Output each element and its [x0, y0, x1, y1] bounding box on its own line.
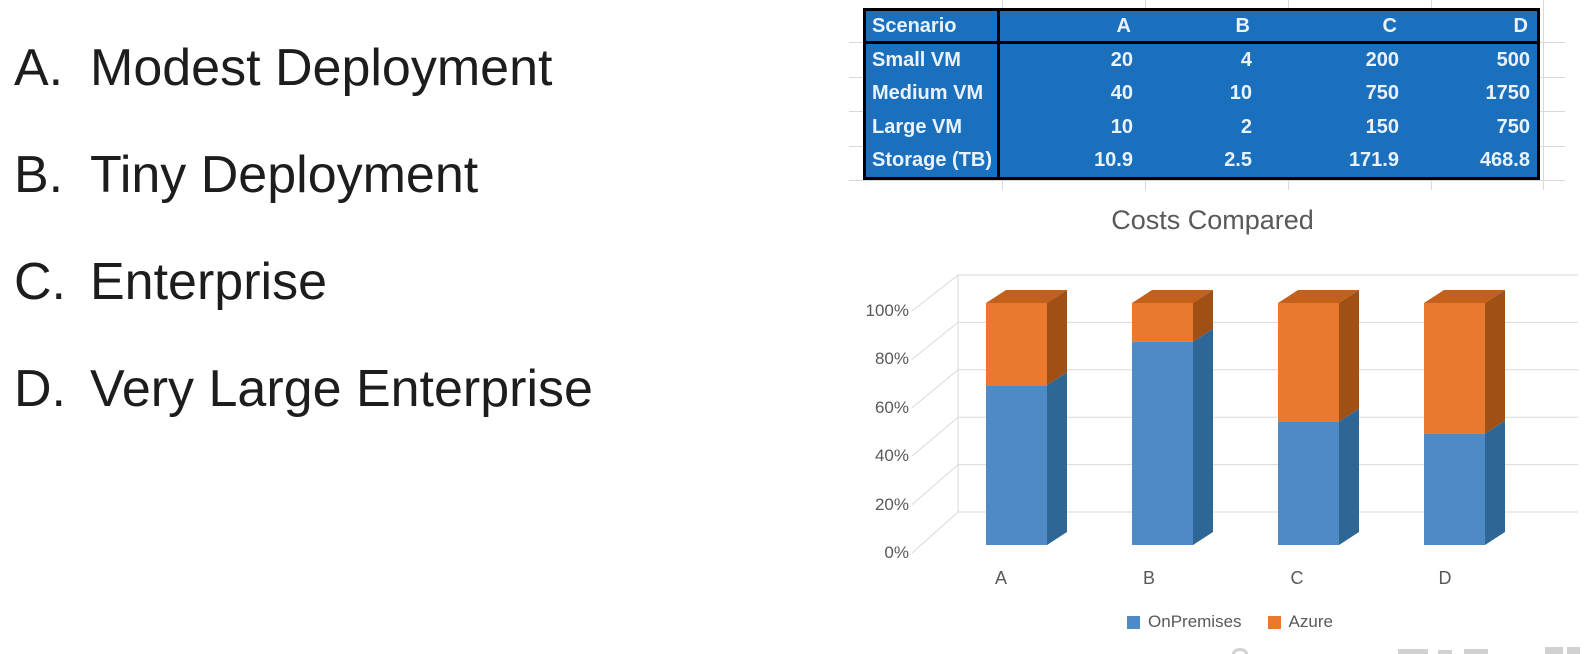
- table-row-label: Small VM: [866, 44, 1000, 78]
- chart-title: Costs Compared: [1111, 205, 1314, 235]
- x-axis-category-label-b: B: [1142, 568, 1155, 588]
- bar-A-azure-top: [986, 290, 1067, 303]
- table-cell-value: 150: [1365, 115, 1399, 138]
- table-cell-value: 171.9: [1348, 148, 1399, 171]
- scenario-table: Scenario A B C D Small VM 20 4 200 500 Medium VM 40…: [863, 8, 1540, 180]
- legend-swatch-azure: [1267, 615, 1281, 629]
- axis-tick-80%: [911, 322, 959, 360]
- legend-item-azure: Azure: [1267, 612, 1333, 632]
- table-header-cell: C: [1259, 11, 1406, 44]
- axis-tick-40%: [911, 416, 959, 457]
- bar-A-azure-segment: [986, 303, 1047, 386]
- option-letter: D.: [14, 360, 66, 418]
- bar-A-onpremises-side: [1047, 372, 1067, 545]
- table-cell-value: 10: [1229, 82, 1252, 105]
- table-cell-value: 10.9: [1094, 148, 1133, 171]
- legend-label: Azure: [1288, 612, 1333, 631]
- table-cell-value: 500: [1496, 49, 1530, 72]
- option-item-d: D. Very Large Enterprise: [14, 361, 593, 417]
- bar-C-onpremises-segment: [1278, 421, 1339, 545]
- bar-B-azure-segment: [1132, 303, 1193, 342]
- legend-item-onpremises: OnPremises: [1127, 612, 1242, 632]
- y-axis-tick-label: 40%: [874, 446, 909, 466]
- table-row-label: Large VM: [866, 110, 1000, 144]
- option-letter: A.: [14, 39, 64, 97]
- option-item-a: A. Modest Deployment: [14, 40, 552, 96]
- sheet-gridline: [849, 180, 1565, 181]
- cropped-text-fragment: [1232, 648, 1248, 654]
- cropped-text-fragment: [1545, 647, 1563, 654]
- bar-C-azure-top: [1278, 290, 1359, 303]
- legend-swatch-onpremises: [1127, 615, 1141, 629]
- legend-label: OnPremises: [1148, 612, 1242, 631]
- axis-tick-100%: [911, 274, 959, 312]
- cropped-text-fragment: [1464, 649, 1488, 654]
- option-letter: B.: [14, 146, 64, 204]
- table-cell-value: 750: [1496, 115, 1530, 138]
- option-item-c: C. Enterprise: [14, 254, 327, 310]
- option-text: Very Large Enterprise: [90, 360, 593, 418]
- table-header-cell: D: [1406, 11, 1537, 44]
- bar-A-azure-side: [1047, 290, 1067, 386]
- table-cell-value: 2: [1240, 115, 1252, 138]
- y-axis-tick-label: 0%: [884, 543, 909, 562]
- option-item-b: B. Tiny Deployment: [14, 147, 478, 203]
- bar-D-azure-side: [1485, 290, 1505, 434]
- table-cell-value: 468.8: [1479, 148, 1530, 171]
- x-axis-category-label-c: C: [1290, 568, 1304, 588]
- y-axis-tick-label: 80%: [874, 349, 909, 369]
- axis-tick-20%: [911, 464, 959, 505]
- costs-compared-chart: [911, 274, 1578, 554]
- table-cell-value: 200: [1365, 49, 1399, 72]
- bar-C-azure-side: [1339, 290, 1359, 422]
- bar-D-onpremises-segment: [1424, 433, 1485, 545]
- table-cell-value: 20: [1110, 49, 1133, 72]
- bar-B-onpremises-side: [1193, 328, 1213, 545]
- axis-tick-60%: [911, 369, 959, 409]
- chart-legend: OnPremises Azure: [900, 612, 1560, 632]
- option-text: Tiny Deployment: [90, 146, 479, 204]
- y-axis-tick-label: 100%: [865, 301, 909, 320]
- bar-D-azure-segment: [1424, 303, 1485, 434]
- cropped-text-fragment: [1398, 649, 1428, 654]
- bar-C-onpremises-side: [1339, 408, 1359, 545]
- y-axis-tick-label: 20%: [874, 494, 909, 514]
- table-header-cell: Scenario: [866, 11, 1000, 44]
- table-cell-value: 40: [1110, 82, 1133, 105]
- sheet-gridline: [1543, 0, 1544, 190]
- x-axis-category-label-a: A: [994, 568, 1007, 588]
- cropped-text-fragment: [1567, 647, 1580, 654]
- bar-A-onpremises-segment: [986, 385, 1047, 545]
- y-axis-tick-label: 60%: [874, 397, 909, 417]
- bar-D-azure-top: [1424, 290, 1505, 303]
- table-row-label: Medium VM: [866, 77, 1000, 111]
- bar-B-onpremises-segment: [1132, 341, 1193, 545]
- cropped-text-fragment: [1438, 650, 1452, 654]
- option-text: Modest Deployment: [90, 39, 553, 97]
- table-cell-value: 4: [1240, 49, 1252, 72]
- bar-C-azure-segment: [1278, 303, 1339, 422]
- bar-D-onpremises-side: [1485, 420, 1505, 545]
- table-cell-value: 750: [1365, 82, 1399, 105]
- table-header-cell: A: [1000, 11, 1140, 44]
- bar-B-azure-top: [1132, 290, 1213, 303]
- table-cell-value: 2.5: [1224, 148, 1252, 171]
- axis-tick-0%: [911, 511, 959, 554]
- x-axis-category-label-d: D: [1438, 568, 1452, 588]
- bar-B-azure-side: [1193, 290, 1213, 342]
- option-letter: C.: [14, 253, 66, 311]
- option-text: Enterprise: [90, 253, 327, 311]
- table-cell-value: 10: [1110, 115, 1133, 138]
- table-row-label: Storage (TB): [866, 143, 1000, 177]
- table-cell-value: 1750: [1485, 82, 1531, 105]
- table-header-cell: B: [1140, 11, 1259, 44]
